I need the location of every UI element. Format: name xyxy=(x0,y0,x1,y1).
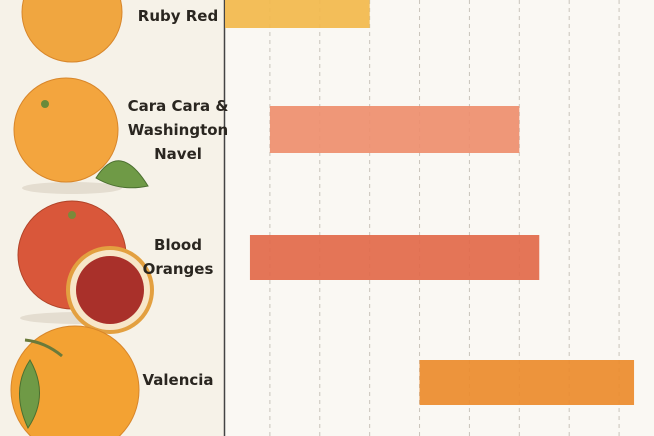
category-label: Cara Cara & xyxy=(128,97,229,115)
category-label: Blood xyxy=(154,236,202,254)
category-label: Oranges xyxy=(143,260,214,278)
bar xyxy=(225,0,370,28)
bar xyxy=(249,235,540,280)
category-label: Navel xyxy=(154,145,202,163)
fruit-illustrations xyxy=(10,0,154,436)
bar xyxy=(419,360,635,405)
category-label: Ruby Red xyxy=(138,7,218,25)
bar xyxy=(269,106,520,153)
category-label: Washington xyxy=(128,121,228,139)
category-label: Valencia xyxy=(142,371,213,389)
